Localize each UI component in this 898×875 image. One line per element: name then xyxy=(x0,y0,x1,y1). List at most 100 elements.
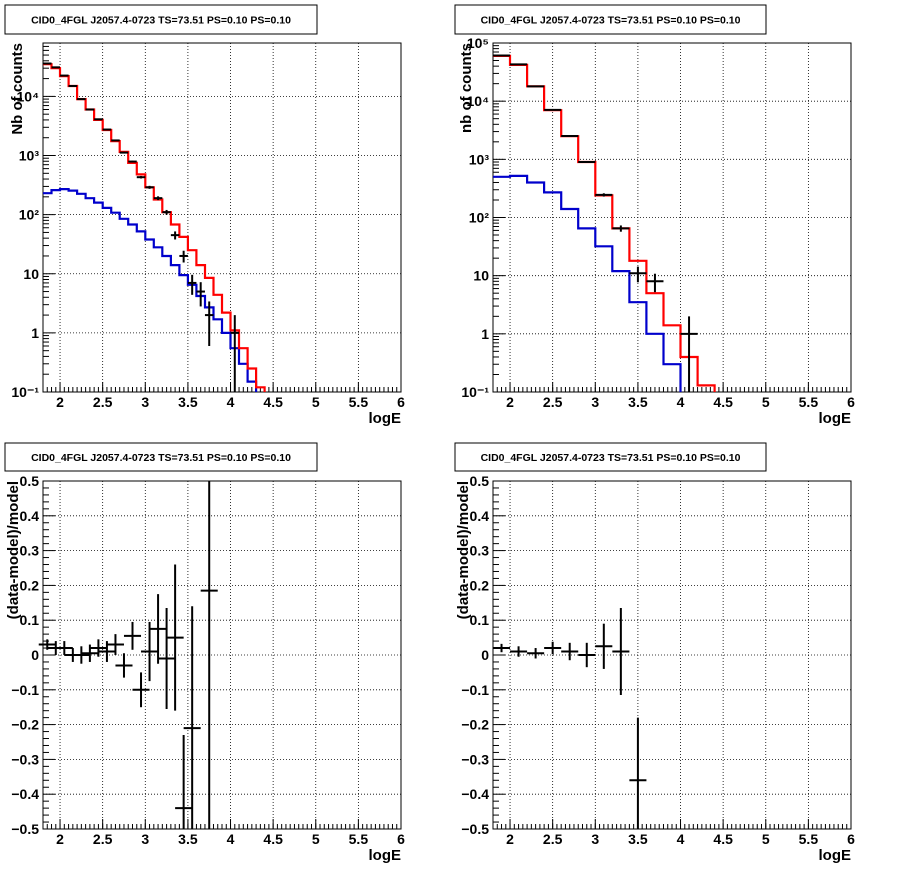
data-point xyxy=(89,639,107,657)
data-point xyxy=(94,118,103,121)
data-point xyxy=(149,594,167,664)
data-point xyxy=(183,606,201,829)
x-axis-label: logE xyxy=(369,410,402,427)
data-point xyxy=(77,98,86,101)
y-tick-label: 0.5 xyxy=(470,473,490,489)
x-tick-label: 4.5 xyxy=(713,831,733,847)
y-tick-label: 10³ xyxy=(469,151,490,167)
y-tick-label: 0.1 xyxy=(470,612,490,628)
x-tick-label: 4 xyxy=(227,831,235,847)
y-tick-label: −0.2 xyxy=(461,717,489,733)
data-point xyxy=(119,151,129,154)
plot-frame xyxy=(492,480,852,830)
data-point xyxy=(646,273,664,293)
x-tick-label: 6 xyxy=(397,831,405,847)
plot-frame xyxy=(492,42,852,393)
x-tick-label: 5 xyxy=(312,831,320,847)
y-tick-label: 10⁻¹ xyxy=(11,384,39,400)
x-tick-label: 4.5 xyxy=(263,394,283,410)
x-tick-label: 6 xyxy=(397,394,405,410)
y-tick-label: 10⁻¹ xyxy=(461,384,489,400)
y-axis-label: nb of counts xyxy=(458,43,475,133)
x-axis-label: logE xyxy=(819,847,852,864)
x-tick-label: 5.5 xyxy=(349,394,369,410)
x-tick-label: 3.5 xyxy=(628,831,648,847)
x-tick-label: 5 xyxy=(762,831,770,847)
panel-tr: CID0_4FGL J2057.4-0723 TS=73.51 PS=0.10 … xyxy=(454,4,855,427)
y-tick-label: 10² xyxy=(469,210,490,226)
y-axis-label: (data-model)/model xyxy=(5,481,22,619)
y-tick-label: −0.5 xyxy=(461,821,489,837)
data-point xyxy=(612,608,630,696)
y-axis-label: (data-model)/model xyxy=(455,481,472,619)
x-tick-label: 2.5 xyxy=(543,394,563,410)
y-tick-label: 10 xyxy=(473,268,489,284)
panel-bl: CID0_4FGL J2057.4-0723 TS=73.51 PS=0.10 … xyxy=(4,442,405,864)
title-box xyxy=(4,442,318,472)
plot-frame xyxy=(42,480,402,830)
data-point xyxy=(629,717,647,829)
x-tick-label: 2.5 xyxy=(93,831,113,847)
data-point xyxy=(115,653,133,678)
data-point xyxy=(187,274,197,295)
y-tick-label: 0.5 xyxy=(20,473,40,489)
y-tick-label: −0.3 xyxy=(461,751,489,767)
data-point xyxy=(175,735,193,829)
x-tick-label: 2.5 xyxy=(543,831,563,847)
y-tick-label: 0.2 xyxy=(470,577,490,593)
y-tick-label: −0.4 xyxy=(461,786,489,802)
model-histogram xyxy=(43,63,266,392)
data-point xyxy=(158,608,176,709)
x-tick-label: 2.5 xyxy=(93,394,113,410)
y-tick-label: 0.3 xyxy=(470,543,490,559)
data-point xyxy=(179,250,188,263)
data-point xyxy=(166,564,184,711)
x-tick-label: 4.5 xyxy=(713,394,733,410)
data-point xyxy=(136,175,146,179)
model-histogram xyxy=(493,54,716,392)
data-point xyxy=(141,621,159,682)
data-point xyxy=(132,672,150,708)
data-point xyxy=(561,134,579,137)
chart-title: CID0_4FGL J2057.4-0723 TS=73.51 PS=0.10 … xyxy=(481,452,741,464)
y-tick-label: 10³ xyxy=(19,148,40,164)
data-point xyxy=(111,139,120,142)
chart-title: CID0_4FGL J2057.4-0723 TS=73.51 PS=0.10 … xyxy=(481,15,741,27)
data-point xyxy=(493,643,511,653)
x-tick-label: 4 xyxy=(677,831,685,847)
x-tick-label: 6 xyxy=(847,394,855,410)
x-tick-label: 3 xyxy=(591,831,599,847)
data-point xyxy=(595,193,613,197)
title-box xyxy=(4,4,318,35)
y-tick-label: −0.2 xyxy=(11,717,39,733)
y-tick-label: −0.1 xyxy=(11,682,39,698)
y-tick-label: 0.2 xyxy=(20,577,40,593)
x-tick-label: 4 xyxy=(227,394,235,410)
data-point xyxy=(128,160,137,163)
data-point xyxy=(544,108,562,111)
data-point xyxy=(629,266,647,283)
plot-frame xyxy=(42,42,402,393)
x-tick-label: 2 xyxy=(56,394,64,410)
y-tick-label: 10⁴ xyxy=(467,93,490,109)
y-tick-label: 0.3 xyxy=(20,543,40,559)
data-point xyxy=(561,642,579,661)
data-point xyxy=(72,646,90,664)
data-point xyxy=(204,301,214,346)
y-tick-label: 0.4 xyxy=(470,508,490,524)
data-point xyxy=(162,209,171,215)
x-tick-label: 3 xyxy=(591,394,599,410)
x-tick-label: 2 xyxy=(506,831,514,847)
x-tick-label: 2 xyxy=(506,394,514,410)
y-tick-label: 10⁴ xyxy=(17,88,40,104)
data-point xyxy=(102,128,112,131)
data-point xyxy=(200,481,218,829)
data-point xyxy=(106,634,124,655)
y-axis-label: Nb of counts xyxy=(9,43,26,135)
x-tick-label: 4.5 xyxy=(263,831,283,847)
panel-br: CID0_4FGL J2057.4-0723 TS=73.51 PS=0.10 … xyxy=(454,442,855,864)
x-tick-label: 3 xyxy=(141,831,149,847)
data-point xyxy=(544,641,562,655)
x-axis-label: logE xyxy=(819,410,852,427)
title-box xyxy=(454,4,767,35)
